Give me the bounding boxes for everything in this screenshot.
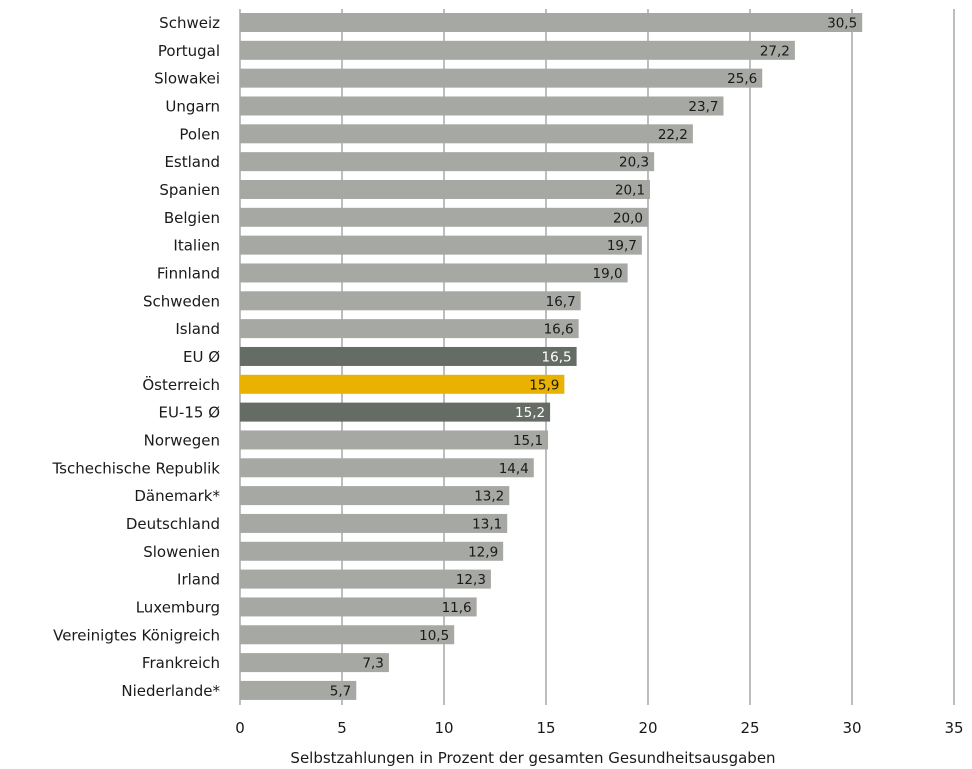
category-label: EU-15 Ø	[158, 404, 220, 422]
bar	[240, 319, 579, 339]
category-label: Schweden	[143, 292, 220, 310]
bar	[240, 207, 648, 227]
bar	[240, 653, 389, 673]
data-label: 16,6	[544, 322, 574, 338]
data-label: 14,4	[499, 461, 529, 477]
data-label: 25,6	[727, 71, 757, 87]
data-label: 13,2	[474, 489, 504, 505]
category-label: Vereinigtes Königreich	[53, 626, 220, 644]
bar	[240, 124, 693, 144]
bar	[240, 625, 455, 645]
category-label: Norwegen	[144, 431, 220, 449]
data-label: 11,6	[442, 600, 472, 616]
bar	[240, 597, 477, 617]
bar	[240, 458, 534, 478]
x-axis-ticks: 0 5 10 15 20 25 30 35	[235, 719, 963, 737]
category-label: Tschechische Republik	[51, 459, 220, 477]
data-label: 15,2	[515, 405, 545, 421]
bar	[240, 513, 508, 533]
category-label: Portugal	[158, 42, 220, 60]
data-label: 20,1	[615, 182, 645, 198]
bars	[240, 13, 863, 700]
category-label: Niederlande*	[121, 682, 220, 700]
data-label: 20,3	[619, 155, 649, 171]
data-label: 12,9	[468, 544, 498, 560]
data-label: 23,7	[688, 99, 718, 115]
data-label: 12,3	[456, 572, 486, 588]
category-label: Italien	[173, 237, 220, 255]
data-label: 10,5	[419, 628, 449, 644]
category-label: Finnland	[157, 264, 220, 282]
data-label: 15,1	[513, 433, 543, 449]
bar	[240, 13, 863, 32]
data-label: 19,0	[593, 266, 623, 282]
value-labels: 30,5 27,225,6 23,722,2 20,3 20,1 20,0 19,7 19,0…	[330, 16, 857, 700]
bar	[240, 486, 510, 506]
data-label: 22,2	[658, 127, 688, 143]
data-label: 27,2	[760, 43, 790, 59]
bar	[240, 346, 577, 366]
category-label: Irland	[177, 571, 220, 589]
x-tick-label: 10	[434, 719, 453, 737]
category-label: Belgien	[164, 209, 220, 227]
category-label: Österreich	[142, 375, 220, 394]
category-label: Frankreich	[142, 654, 220, 672]
category-label: Ungarn	[165, 97, 220, 115]
bar	[240, 96, 724, 116]
bar	[240, 291, 581, 311]
bar	[240, 541, 504, 561]
data-label: 16,5	[542, 349, 572, 365]
x-tick-label: 30	[842, 719, 861, 737]
data-label: 15,9	[529, 377, 559, 393]
x-axis-title: Selbstzahlungen in Prozent der gesamten …	[290, 749, 775, 767]
x-tick-label: 15	[536, 719, 555, 737]
bar	[240, 374, 565, 394]
x-tick-label: 25	[740, 719, 759, 737]
data-label: 20,0	[613, 210, 643, 226]
data-label: 7,3	[362, 656, 383, 672]
bar	[240, 40, 795, 60]
category-label: Island	[175, 320, 220, 338]
x-tick-label: 20	[638, 719, 657, 737]
data-label: 19,7	[607, 238, 637, 254]
bar	[240, 402, 551, 422]
category-label: Spanien	[159, 181, 220, 199]
bar	[240, 680, 357, 700]
category-label: Dänemark*	[134, 487, 220, 505]
bar	[240, 235, 642, 255]
category-label: Estland	[164, 153, 220, 171]
bar	[240, 68, 763, 88]
category-label: EU Ø	[183, 348, 220, 366]
bar	[240, 152, 655, 172]
category-labels: Schweiz Portugal Slowakei Ungarn Polen Estlan…	[51, 14, 220, 700]
category-label: Slowakei	[154, 70, 220, 88]
bar	[240, 569, 491, 589]
bar	[240, 430, 549, 450]
category-label: Deutschland	[126, 515, 220, 533]
x-tick-label: 35	[944, 719, 963, 737]
category-label: Slowenien	[143, 543, 220, 561]
data-label: 13,1	[472, 516, 502, 532]
data-label: 5,7	[330, 683, 351, 699]
data-label: 30,5	[827, 16, 857, 32]
category-label: Schweiz	[159, 14, 220, 32]
category-label: Luxemburg	[136, 598, 220, 616]
x-tick-label: 5	[337, 719, 347, 737]
bar	[240, 263, 628, 283]
bar	[240, 179, 651, 199]
data-label: 16,7	[546, 294, 576, 310]
x-tick-label: 0	[235, 719, 245, 737]
category-label: Polen	[179, 125, 220, 143]
